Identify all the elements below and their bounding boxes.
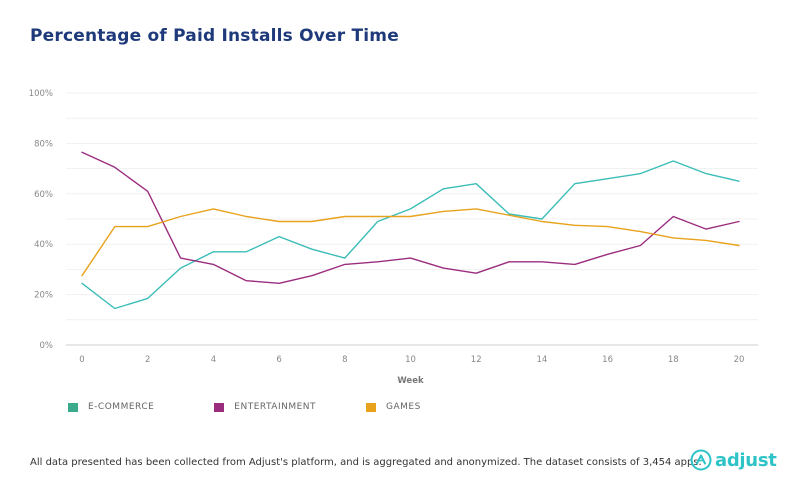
footer-note: All data presented has been collected fr… [30,457,702,468]
series-line-ecommerce [81,160,740,310]
x-axis-label: Week [397,376,424,386]
series-line-games [81,208,740,277]
y-tick-label: 0% [40,341,54,351]
legend-label-games: GAMES [386,402,421,412]
x-tick-label: 6 [276,355,281,365]
x-tick-label: 16 [602,355,613,365]
y-tick-label: 80% [34,139,53,149]
x-tick-label: 20 [734,355,745,365]
x-tick-label: 8 [342,355,347,365]
y-tick-label: 100% [29,89,53,99]
adjust-logo-icon [690,449,712,471]
series-line-entertainment [81,151,740,284]
x-tick-label: 14 [536,355,547,365]
y-tick-label: 40% [34,240,53,250]
legend-item-ecommerce[interactable]: E-COMMERCE [68,402,154,412]
chart-title: Percentage of Paid Installs Over Time [30,26,399,46]
legend-label-entertainment: ENTERTAINMENT [234,402,317,412]
legend: E-COMMERCE ENTERTAINMENT GAMES [68,402,421,412]
legend-swatch-entertainment [214,402,225,412]
x-tick-label: 4 [211,355,216,365]
y-tick-label: 60% [34,190,53,200]
legend-label-ecommerce: E-COMMERCE [88,402,155,412]
logo-text: adjust [715,449,777,471]
x-tick-label: 0 [79,355,84,365]
legend-swatch-games [366,402,377,412]
x-tick-label: 18 [668,355,679,365]
legend-item-entertainment[interactable]: ENTERTAINMENT [214,402,316,412]
x-tick-label: 10 [405,355,416,365]
y-tick-label: 20% [34,291,53,301]
x-tick-label: 2 [145,355,150,365]
adjust-logo[interactable]: adjust [690,449,777,471]
x-tick-label: 12 [471,355,482,365]
legend-item-games[interactable]: GAMES [366,402,421,412]
legend-swatch-ecommerce [68,402,78,412]
